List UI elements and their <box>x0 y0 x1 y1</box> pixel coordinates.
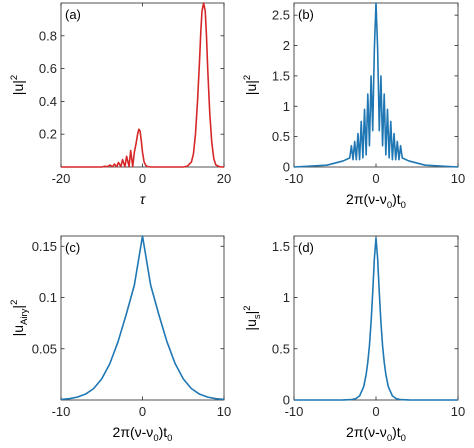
y-tick-label: 0 <box>283 160 290 175</box>
x-tick-label: 10 <box>451 171 465 186</box>
series-line <box>60 235 225 401</box>
panel-label: (d) <box>298 240 314 255</box>
y-tick-label: 0.4 <box>39 94 57 109</box>
x-tick-label: 20 <box>217 171 231 186</box>
y-tick-label: 0.05 <box>32 341 57 356</box>
y-axis-label: |us|2 <box>242 305 263 330</box>
y-tick-label: 0.6 <box>39 61 57 76</box>
x-tick-label: -10 <box>285 404 304 419</box>
plot-frame <box>293 235 459 401</box>
x-axis-label: τ <box>140 191 146 207</box>
y-tick-label: 1 <box>283 290 290 305</box>
y-tick-label: 1.5 <box>272 68 290 83</box>
y-tick-label: 2 <box>283 38 290 53</box>
x-tick-label: -10 <box>52 404 71 419</box>
series-line <box>294 237 458 401</box>
y-tick-label: 0 <box>283 393 290 408</box>
x-tick-label: -20 <box>52 171 71 186</box>
x-tick-label: 0 <box>372 404 379 419</box>
x-axis-label: 2π(ν-ν0)t0 <box>346 424 406 444</box>
panel-label: (a) <box>65 7 81 22</box>
y-tick-label: 0.5 <box>272 129 290 144</box>
chart-panel: -10 0 10 0.05 0.1 0.15 (c) 2π(ν-ν0)t0 |uAiry|2 <box>9 235 231 444</box>
series-line <box>61 2 225 168</box>
panel-label: (c) <box>65 240 80 255</box>
plot-frame <box>60 235 225 401</box>
x-axis-label: 2π(ν-ν0)t0 <box>113 424 173 444</box>
y-axis-label: |u|2 <box>9 75 26 95</box>
x-tick-label: 0 <box>139 171 146 186</box>
plot-frame <box>60 2 225 168</box>
y-tick-label: 0.15 <box>32 239 57 254</box>
y-tick-label: 2.5 <box>272 8 290 23</box>
chart-panel: -20 0 20 0.2 0.4 0.6 0.8 (a) τ |u|2 <box>9 2 231 207</box>
y-tick-label: 0.5 <box>272 341 290 356</box>
series-line <box>293 2 459 168</box>
x-tick-label: 10 <box>217 404 231 419</box>
plot-frame <box>293 2 459 168</box>
x-axis-label: 2π(ν-ν0)t0 <box>346 191 406 211</box>
y-tick-label: 0.1 <box>39 290 57 305</box>
panel-label: (b) <box>298 7 314 22</box>
y-tick-label: 1 <box>283 99 290 114</box>
x-tick-label: 0 <box>372 171 379 186</box>
x-tick-label: 10 <box>451 404 465 419</box>
y-tick-label: 0.8 <box>39 28 57 43</box>
y-tick-label: 1.5 <box>272 239 290 254</box>
y-axis-label: |uAiry|2 <box>9 300 30 337</box>
y-axis-label: |u|2 <box>242 75 259 95</box>
y-tick-label: 0.2 <box>39 127 57 142</box>
x-tick-label: -10 <box>285 171 304 186</box>
x-tick-label: 0 <box>139 404 146 419</box>
